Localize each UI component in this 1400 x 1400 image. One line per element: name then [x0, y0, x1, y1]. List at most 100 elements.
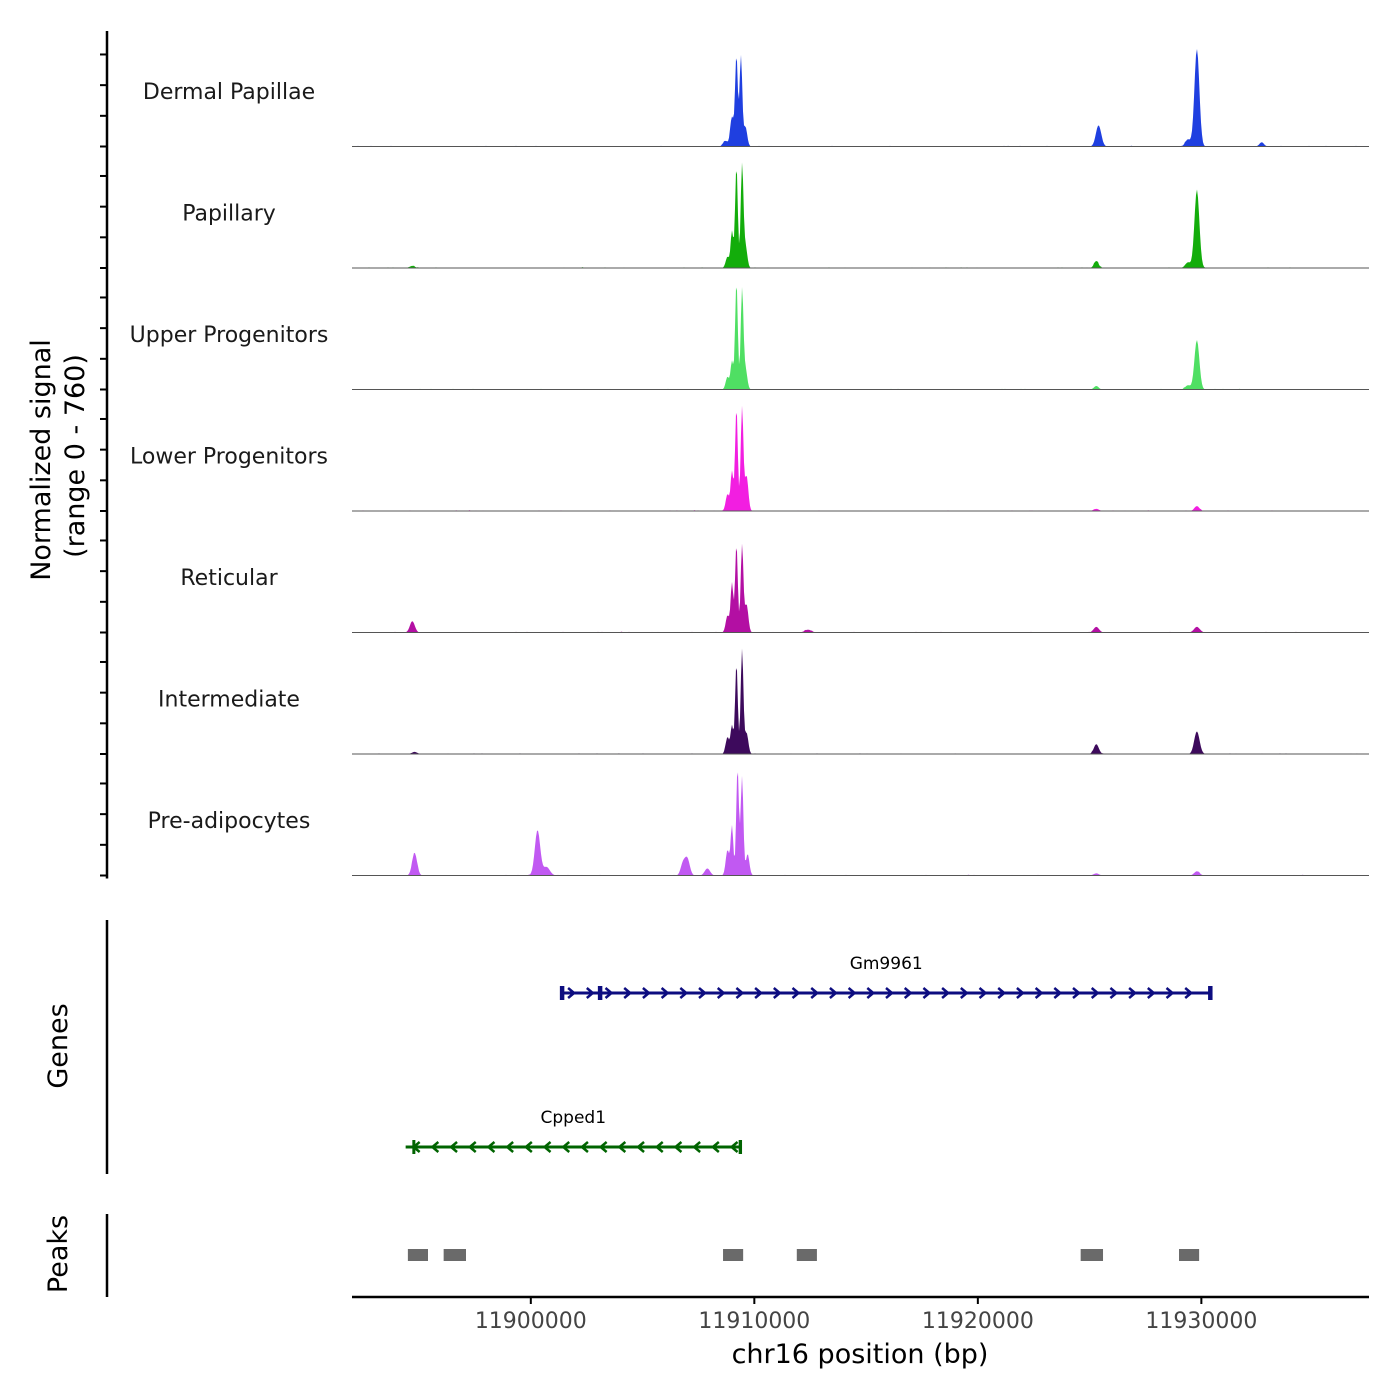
- strand-arrow: [1147, 987, 1156, 999]
- track-label: Intermediate: [158, 688, 300, 713]
- peak-region: [723, 1249, 744, 1261]
- track-dermal-papillae: Dermal Papillae: [143, 49, 1369, 147]
- strand-arrow: [1016, 987, 1025, 999]
- strand-arrow: [636, 1141, 645, 1153]
- strand-arrow: [642, 987, 651, 999]
- strand-arrow: [449, 1141, 458, 1153]
- x-tick-label: 11920000: [922, 1309, 1034, 1334]
- strand-arrow: [505, 1141, 514, 1153]
- y-axis-range-label: (range 0 - 760): [60, 354, 91, 558]
- strand-arrow: [586, 987, 595, 999]
- gene-gm9961: Gm9961: [559, 954, 1213, 1000]
- strand-arrow: [1072, 987, 1081, 999]
- peak-region: [796, 1249, 817, 1261]
- track-reticular: Reticular: [180, 543, 1369, 633]
- strand-arrow: [679, 987, 689, 999]
- strand-arrow: [598, 1141, 608, 1153]
- strand-arrow: [997, 987, 1007, 999]
- strand-arrow: [604, 987, 614, 999]
- track-label: Dermal Papillae: [143, 80, 315, 105]
- strand-arrow: [885, 987, 894, 999]
- strand-arrow: [623, 987, 633, 999]
- strand-arrow: [941, 987, 951, 999]
- peak-region: [443, 1249, 466, 1261]
- track-label: Upper Progenitors: [130, 323, 329, 348]
- track-label: Reticular: [180, 566, 278, 591]
- strand-arrow: [698, 987, 707, 999]
- strand-arrow: [660, 987, 670, 999]
- strand-arrow: [773, 987, 782, 999]
- genes-label: Genes: [43, 1003, 74, 1088]
- gene-name: Gm9961: [850, 954, 923, 974]
- strand-arrow: [960, 987, 969, 999]
- coverage-tracks: Dermal Papillae Papillary Upper Progenitor…: [130, 49, 1369, 876]
- strand-arrow: [716, 987, 726, 999]
- gene-cpped1: Cpped1: [405, 1108, 743, 1154]
- peak-track: [407, 1249, 1200, 1261]
- exon: [738, 1140, 743, 1154]
- strand-arrow: [692, 1141, 701, 1153]
- strand-arrow: [829, 987, 838, 999]
- gene-name: Cpped1: [541, 1108, 607, 1128]
- coverage-area: [352, 49, 1369, 147]
- x-axis-ticks: 11900000 11910000 11920000 11930000: [475, 1297, 1257, 1334]
- strand-arrow: [978, 987, 988, 999]
- exon: [559, 986, 565, 1000]
- track-upper-progenitors: Upper Progenitors: [130, 287, 1369, 390]
- x-axis-label: chr16 position (bp): [732, 1339, 989, 1370]
- track-label: Lower Progenitors: [130, 445, 328, 470]
- x-tick-label: 11910000: [698, 1309, 810, 1334]
- strand-arrow: [1128, 987, 1138, 999]
- strand-arrow: [567, 987, 577, 999]
- track-label: Pre-adipocytes: [148, 809, 311, 834]
- y-axis-label: Normalized signal: [26, 339, 57, 581]
- coverage-area: [352, 287, 1369, 390]
- exon: [412, 1140, 416, 1154]
- strand-arrow: [673, 1141, 683, 1153]
- track-lower-progenitors: Lower Progenitors: [130, 405, 1369, 512]
- track-label: Papillary: [182, 202, 276, 227]
- strand-arrow: [729, 1141, 739, 1153]
- track-papillary: Papillary: [182, 162, 1369, 269]
- strand-arrow: [754, 987, 764, 999]
- strand-arrow: [523, 1141, 533, 1153]
- signal-axis: [100, 31, 109, 879]
- coverage-area: [352, 543, 1369, 633]
- strand-arrow: [1165, 987, 1175, 999]
- exon: [597, 986, 603, 1000]
- gene-track: Gm9961 Cpped1: [405, 954, 1213, 1154]
- strand-arrow: [810, 987, 820, 999]
- coverage-area: [352, 648, 1369, 754]
- strand-arrow: [579, 1141, 589, 1153]
- strand-arrow: [561, 1141, 571, 1153]
- peaks-label: Peaks: [43, 1215, 74, 1293]
- strand-arrow: [467, 1141, 477, 1153]
- x-tick-label: 11930000: [1145, 1309, 1257, 1334]
- track-pre-adipocytes: Pre-adipocytes: [148, 772, 1369, 876]
- strand-arrow: [735, 987, 745, 999]
- strand-arrow: [542, 1141, 552, 1153]
- strand-arrow: [654, 1141, 664, 1153]
- strand-arrow: [617, 1141, 627, 1153]
- strand-arrow: [847, 987, 857, 999]
- strand-arrow: [922, 987, 932, 999]
- track-intermediate: Intermediate: [158, 648, 1369, 755]
- strand-arrow: [791, 987, 801, 999]
- strand-arrow: [1034, 987, 1044, 999]
- coverage-area: [352, 162, 1369, 268]
- strand-arrow: [486, 1141, 496, 1153]
- strand-arrow: [903, 987, 913, 999]
- strand-arrow: [1053, 987, 1063, 999]
- peak-region: [1179, 1249, 1200, 1261]
- coverage-area: [352, 772, 1369, 876]
- strand-arrow: [866, 987, 876, 999]
- strand-arrow: [710, 1141, 720, 1153]
- peak-region: [407, 1249, 428, 1261]
- exon: [1208, 986, 1213, 1000]
- coverage-area: [352, 405, 1369, 511]
- peak-region: [1080, 1249, 1104, 1261]
- strand-arrow: [1184, 987, 1194, 999]
- strand-arrow: [1109, 987, 1119, 999]
- strand-arrow: [1090, 987, 1100, 999]
